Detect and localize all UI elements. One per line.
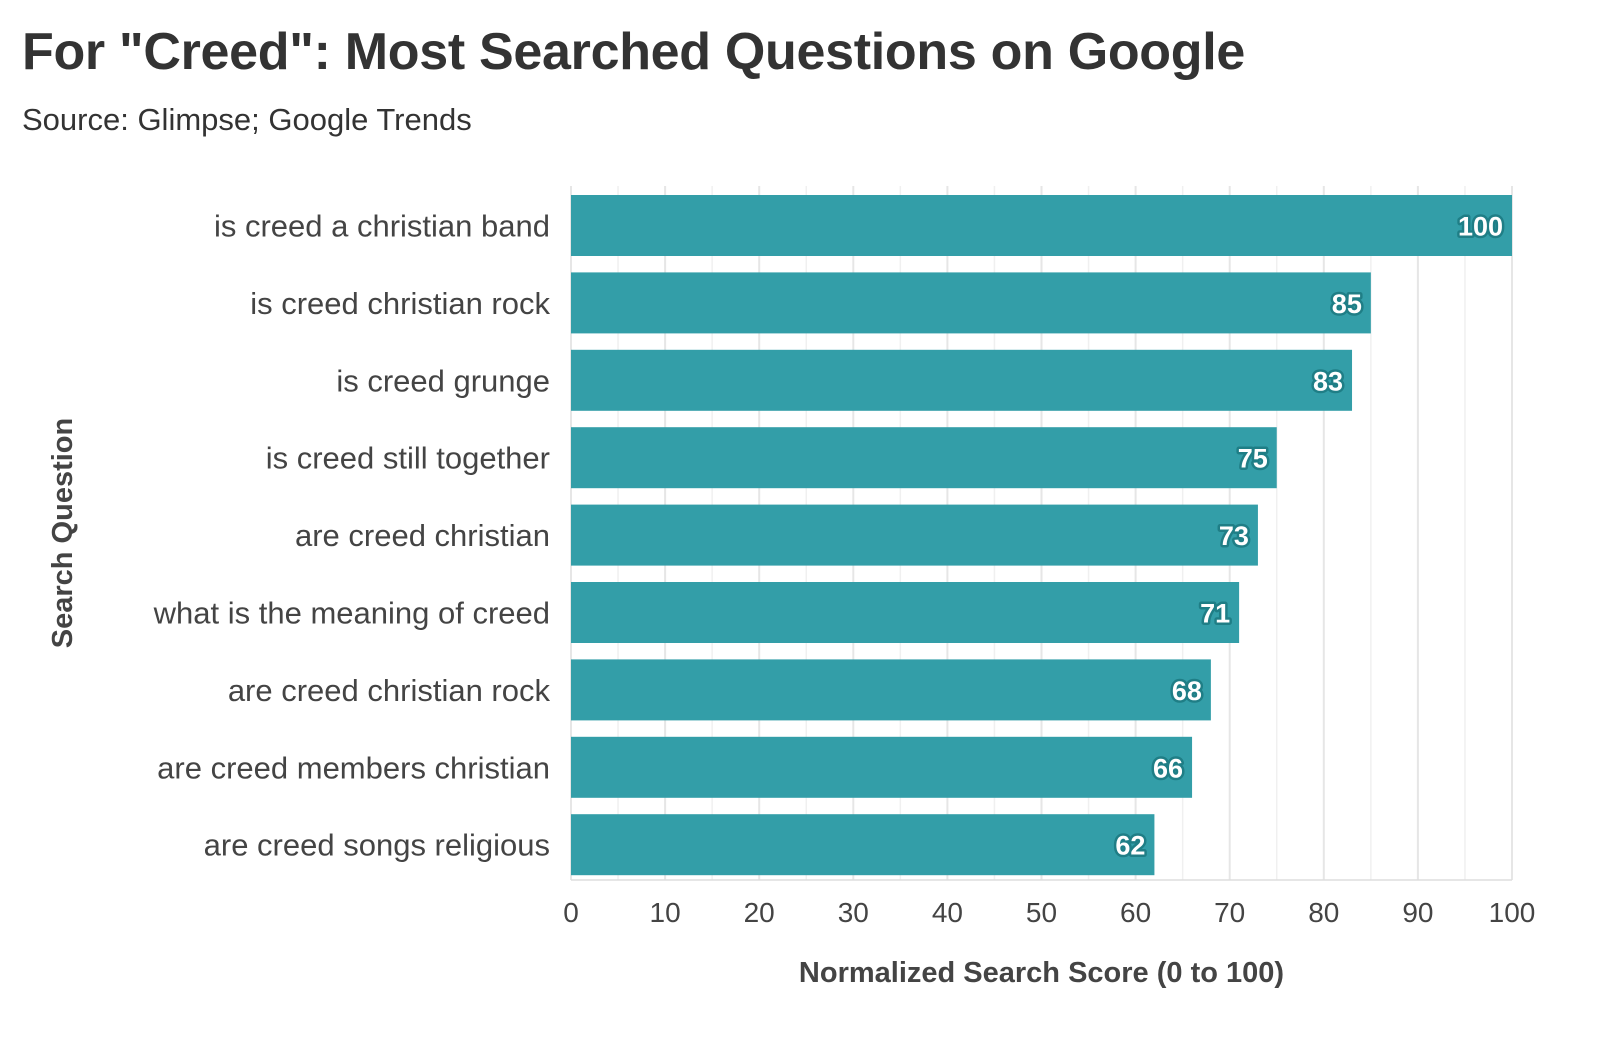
category-label: is creed christian rock (250, 286, 550, 321)
x-tick-label: 30 (838, 897, 869, 928)
data-labels: 100 85 83 75 73 71 68 66 62 (1113, 209, 1506, 863)
x-axis-title: Normalized Search Score (0 to 100) (799, 957, 1284, 989)
data-label: 83 (1313, 366, 1343, 396)
bar (571, 272, 1371, 334)
data-label: 85 (1332, 289, 1362, 319)
category-label: are creed christian (295, 518, 550, 553)
category-labels: is creed a christian band is creed christ… (153, 209, 551, 863)
bar (571, 736, 1193, 798)
data-label: 73 (1219, 521, 1249, 551)
bar (571, 814, 1155, 876)
y-axis-title: Search Question (47, 418, 79, 648)
x-tick-label: 80 (1308, 897, 1339, 928)
category-label: are creed christian rock (228, 673, 551, 708)
bar (571, 195, 1512, 256)
x-tick-label: 100 (1489, 897, 1536, 928)
x-tick-label: 20 (744, 897, 775, 928)
data-label: 71 (1200, 599, 1230, 629)
x-tick-label: 0 (563, 897, 579, 928)
x-tick-label: 90 (1402, 897, 1433, 928)
bars (571, 195, 1512, 876)
data-label: 68 (1172, 676, 1202, 706)
x-axis-ticks: 0 10 20 30 40 50 60 70 80 90 100 (563, 897, 1535, 928)
x-tick-label: 70 (1214, 897, 1245, 928)
category-label: are creed members christian (157, 750, 550, 785)
x-tick-label: 40 (932, 897, 963, 928)
bar (571, 659, 1211, 721)
chart-title: For "Creed": Most Searched Questions on … (22, 23, 1246, 81)
data-label: 66 (1153, 753, 1183, 783)
x-tick-label: 10 (650, 897, 681, 928)
bar (571, 504, 1258, 566)
category-label: what is the meaning of creed (153, 596, 550, 631)
category-label: is creed still together (266, 441, 550, 476)
bar (571, 349, 1353, 411)
data-label: 62 (1115, 831, 1145, 861)
data-label: 75 (1238, 444, 1268, 474)
category-label: is creed grunge (336, 363, 550, 398)
chart-subtitle: Source: Glimpse; Google Trends (22, 102, 472, 137)
category-label: are creed songs religious (204, 828, 550, 863)
x-tick-label: 60 (1120, 897, 1151, 928)
data-label: 100 (1458, 212, 1503, 242)
category-label: is creed a christian band (214, 209, 550, 244)
bar (571, 582, 1240, 643)
x-tick-label: 50 (1026, 897, 1057, 928)
bar (571, 427, 1277, 489)
